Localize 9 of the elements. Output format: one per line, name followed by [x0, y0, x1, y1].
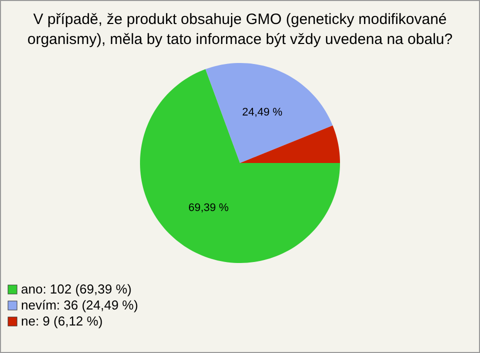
- pie-slice: [240, 125, 340, 163]
- pie-slice: [140, 69, 340, 263]
- legend-label: ne: 9 (6,12 %): [21, 313, 103, 328]
- legend-label: ano: 102 (69,39 %): [21, 281, 132, 296]
- data-label: 24,49 %: [242, 106, 283, 119]
- chart-title: V případě, že produkt obsahuje GMO (geneticky modifikované organismy), měla by tato informace být vždy uvedena na obalu?: [27, 11, 453, 48]
- legend-label: nevím: 36 (24,49 %): [21, 297, 138, 312]
- data-label: 69,39 %: [188, 202, 229, 214]
- pie-slice: [205, 63, 333, 163]
